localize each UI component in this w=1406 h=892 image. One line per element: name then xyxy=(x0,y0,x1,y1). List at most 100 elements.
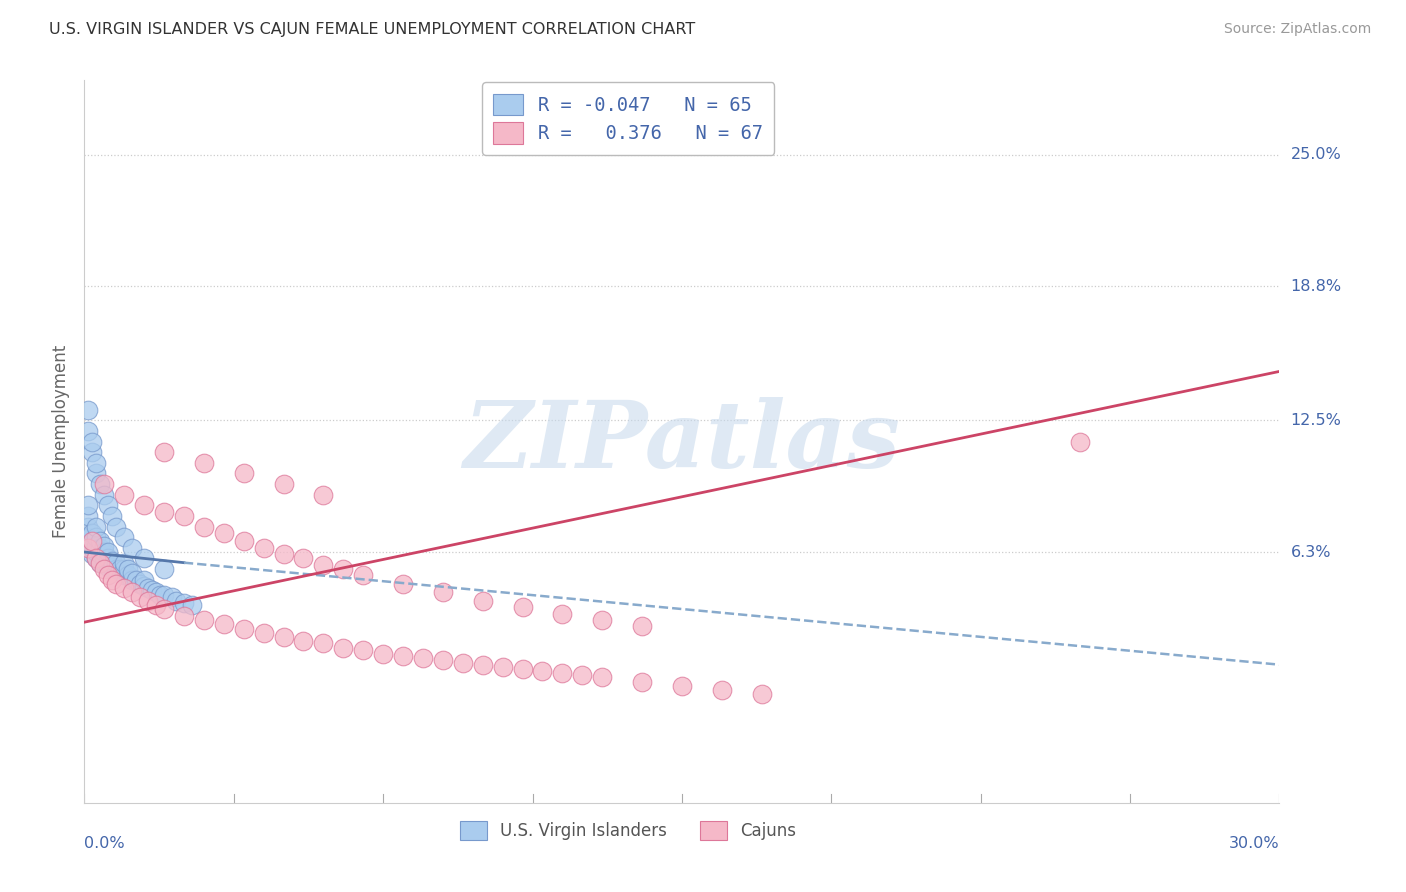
Point xyxy=(101,560,124,574)
Point xyxy=(571,668,593,682)
Point xyxy=(352,568,374,582)
Point xyxy=(86,530,108,544)
Point xyxy=(97,568,120,582)
Point xyxy=(112,562,135,576)
Point xyxy=(112,568,135,582)
Point xyxy=(153,562,176,576)
Point xyxy=(312,488,335,502)
Point xyxy=(232,534,254,549)
Text: Source: ZipAtlas.com: Source: ZipAtlas.com xyxy=(1223,22,1371,37)
Point xyxy=(86,551,108,566)
Point xyxy=(112,581,135,595)
Point xyxy=(292,634,315,648)
Point xyxy=(181,598,204,612)
Point xyxy=(145,585,167,599)
Point xyxy=(112,556,135,570)
Point xyxy=(412,651,434,665)
Text: 25.0%: 25.0% xyxy=(1291,147,1341,162)
Point xyxy=(93,551,115,566)
Point xyxy=(212,617,235,632)
Point xyxy=(591,670,613,684)
Point xyxy=(373,647,395,661)
Point xyxy=(531,664,554,678)
Point xyxy=(751,687,773,701)
Point xyxy=(149,588,172,602)
Point xyxy=(132,573,156,587)
Point xyxy=(125,573,148,587)
Point xyxy=(312,558,335,572)
Point xyxy=(193,456,215,470)
Point xyxy=(121,541,143,555)
Point xyxy=(105,562,128,576)
Point xyxy=(492,660,515,674)
Point xyxy=(82,534,104,549)
Point xyxy=(392,577,415,591)
Text: 30.0%: 30.0% xyxy=(1229,836,1279,851)
Point xyxy=(432,653,454,667)
Point xyxy=(97,498,120,512)
Point xyxy=(512,600,534,615)
Point xyxy=(77,508,100,523)
Point xyxy=(141,583,163,598)
Point xyxy=(165,594,187,608)
Point xyxy=(77,530,100,544)
Point xyxy=(121,573,143,587)
Point xyxy=(212,525,235,540)
Point xyxy=(232,622,254,636)
Point xyxy=(112,530,135,544)
Point xyxy=(86,539,108,553)
Point xyxy=(432,585,454,599)
Point xyxy=(93,477,115,491)
Point xyxy=(312,636,335,650)
Point xyxy=(1069,434,1091,449)
Point xyxy=(93,545,115,559)
Point xyxy=(512,662,534,676)
Point xyxy=(193,613,215,627)
Point xyxy=(89,556,111,570)
Text: U.S. VIRGIN ISLANDER VS CAJUN FEMALE UNEMPLOYMENT CORRELATION CHART: U.S. VIRGIN ISLANDER VS CAJUN FEMALE UNE… xyxy=(49,22,696,37)
Point xyxy=(89,541,111,555)
Point xyxy=(105,519,128,533)
Point xyxy=(273,477,295,491)
Point xyxy=(86,456,108,470)
Point xyxy=(93,539,115,553)
Point xyxy=(112,488,135,502)
Point xyxy=(173,596,195,610)
Point xyxy=(471,657,494,672)
Point xyxy=(86,519,108,533)
Point xyxy=(105,556,128,570)
Point xyxy=(82,445,104,459)
Point xyxy=(101,553,124,567)
Point xyxy=(77,424,100,438)
Point xyxy=(77,541,100,555)
Point xyxy=(631,619,654,633)
Point xyxy=(89,547,111,561)
Point xyxy=(193,519,215,533)
Text: ZIPatlas: ZIPatlas xyxy=(464,397,900,486)
Point xyxy=(145,598,167,612)
Text: 6.3%: 6.3% xyxy=(1291,544,1331,559)
Point xyxy=(136,581,159,595)
Point xyxy=(173,608,195,623)
Point xyxy=(97,545,120,559)
Point xyxy=(121,566,143,581)
Point xyxy=(129,590,152,604)
Point xyxy=(86,551,108,566)
Point xyxy=(392,649,415,664)
Point xyxy=(77,402,100,417)
Y-axis label: Female Unemployment: Female Unemployment xyxy=(52,345,70,538)
Point xyxy=(89,477,111,491)
Text: 12.5%: 12.5% xyxy=(1291,413,1341,428)
Point xyxy=(671,679,693,693)
Point xyxy=(117,562,139,576)
Point xyxy=(132,551,156,566)
Point xyxy=(77,498,100,512)
Point xyxy=(93,562,115,576)
Point xyxy=(110,562,132,576)
Text: 18.8%: 18.8% xyxy=(1291,279,1341,293)
Point xyxy=(82,434,104,449)
Point xyxy=(273,630,295,644)
Point xyxy=(77,519,100,533)
Point xyxy=(89,556,111,570)
Point xyxy=(132,579,156,593)
